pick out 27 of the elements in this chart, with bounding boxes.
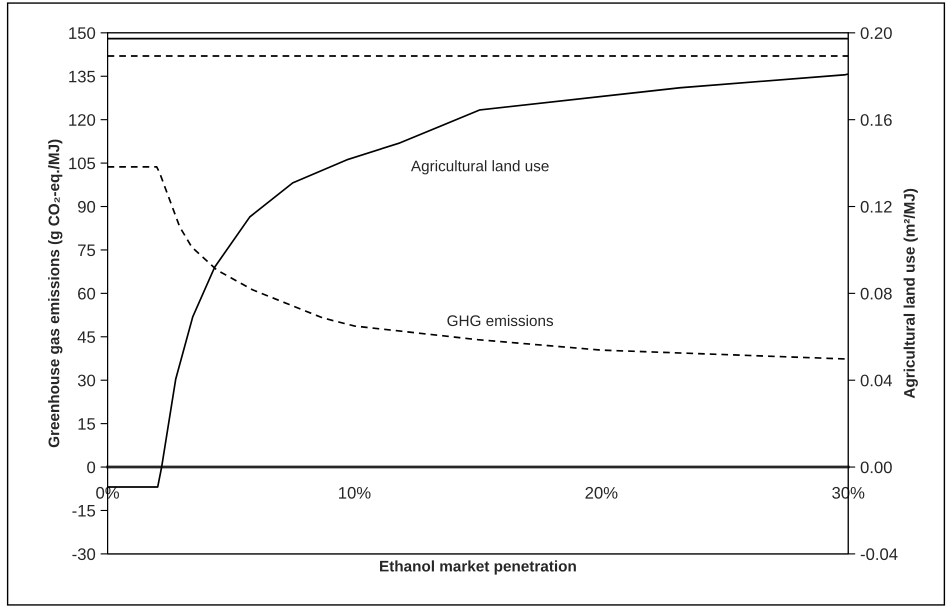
y-tick-label: 15 <box>78 418 96 430</box>
y-tick-label: 60 <box>78 288 96 300</box>
y-tick-label: 150 <box>69 27 96 40</box>
y2-tick-label: 0.04 <box>860 374 892 386</box>
y-tick-label: 0 <box>87 461 96 474</box>
y-tick-label: -30 <box>72 548 96 560</box>
y2-axis-title: Agricultural land use (m²/MJ) <box>904 188 918 398</box>
annotation: Agricultural land use <box>410 160 549 174</box>
y2-tick-label: 0.08 <box>860 288 892 300</box>
y-axis-title: Greenhouse gas emissions (g CO₂-eq./MJ) <box>48 140 62 448</box>
y-tick-label: 45 <box>78 331 96 343</box>
annotation: GHG emissions <box>447 314 554 326</box>
x-tick-label: 10% <box>339 486 371 499</box>
y-tick-label: 120 <box>69 114 96 126</box>
y-tick-label: 75 <box>78 244 96 256</box>
y2-tick-label: 0.20 <box>860 27 892 40</box>
y-tick-label: 105 <box>69 157 96 170</box>
x-axis-title: Ethanol market penetration <box>380 560 576 575</box>
y2-tick-label: 0.16 <box>860 114 892 126</box>
y-tick-label: 90 <box>78 200 96 213</box>
y2-tick-label: -0.04 <box>860 548 898 560</box>
y-tick-label: 30 <box>78 374 96 386</box>
y2-tick-label: 0.00 <box>860 461 892 474</box>
y-tick-label: -15 <box>72 505 96 517</box>
y-tick-label: 135 <box>69 70 96 82</box>
x-tick-label: 20% <box>586 486 618 499</box>
y2-tick-label: 0.12 <box>860 200 892 213</box>
